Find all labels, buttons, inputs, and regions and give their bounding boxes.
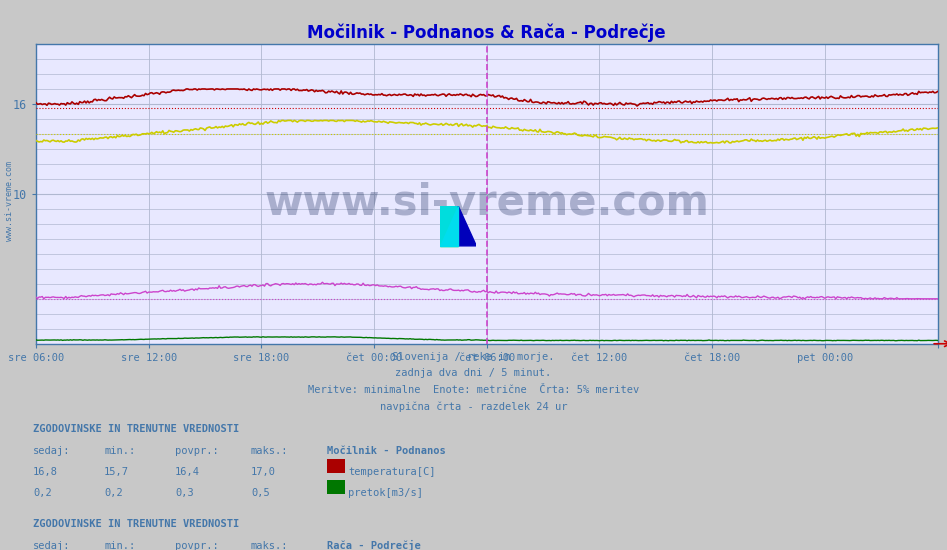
Text: Močilnik - Podnanos: Močilnik - Podnanos — [327, 446, 445, 456]
Text: 16,8: 16,8 — [33, 466, 58, 477]
Text: navpična črta - razdelek 24 ur: navpična črta - razdelek 24 ur — [380, 402, 567, 412]
Text: maks.:: maks.: — [251, 446, 289, 456]
Bar — [440, 206, 458, 246]
Polygon shape — [458, 206, 476, 246]
Text: 16,4: 16,4 — [175, 466, 200, 477]
Text: min.:: min.: — [104, 541, 135, 550]
Text: maks.:: maks.: — [251, 541, 289, 550]
Text: pretok[m3/s]: pretok[m3/s] — [348, 487, 423, 498]
Text: Meritve: minimalne  Enote: metrične  Črta: 5% meritev: Meritve: minimalne Enote: metrične Črta:… — [308, 385, 639, 395]
Text: www.si-vreme.com: www.si-vreme.com — [264, 182, 709, 224]
Text: 0,3: 0,3 — [175, 487, 194, 498]
Text: www.si-vreme.com: www.si-vreme.com — [5, 161, 14, 241]
Text: povpr.:: povpr.: — [175, 541, 219, 550]
Text: Rača - Podrečje: Rača - Podrečje — [327, 541, 420, 550]
Text: min.:: min.: — [104, 446, 135, 456]
Polygon shape — [440, 206, 458, 246]
Text: 17,0: 17,0 — [251, 466, 276, 477]
Text: 0,2: 0,2 — [104, 487, 123, 498]
Text: povpr.:: povpr.: — [175, 446, 219, 456]
Text: zadnja dva dni / 5 minut.: zadnja dva dni / 5 minut. — [396, 368, 551, 378]
Text: sedaj:: sedaj: — [33, 541, 71, 550]
Text: 0,2: 0,2 — [33, 487, 52, 498]
Text: ZGODOVINSKE IN TRENUTNE VREDNOSTI: ZGODOVINSKE IN TRENUTNE VREDNOSTI — [33, 519, 240, 530]
Text: ZGODOVINSKE IN TRENUTNE VREDNOSTI: ZGODOVINSKE IN TRENUTNE VREDNOSTI — [33, 424, 240, 434]
Text: temperatura[C]: temperatura[C] — [348, 466, 436, 477]
Title: Močilnik - Podnanos & Rača - Podrečje: Močilnik - Podnanos & Rača - Podrečje — [308, 24, 666, 42]
Text: 15,7: 15,7 — [104, 466, 129, 477]
Text: 0,5: 0,5 — [251, 487, 270, 498]
Text: sedaj:: sedaj: — [33, 446, 71, 456]
Polygon shape — [440, 206, 458, 246]
Text: Slovenija / reke in morje.: Slovenija / reke in morje. — [392, 352, 555, 362]
